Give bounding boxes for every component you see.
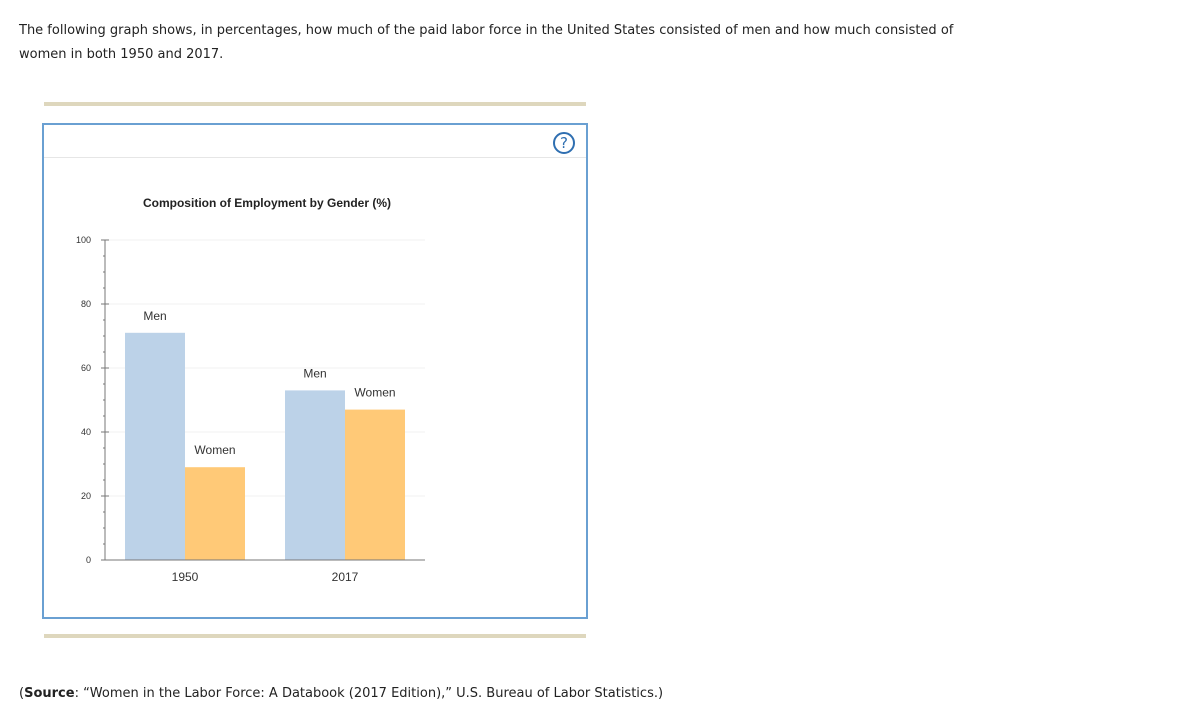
bar-label: Women bbox=[354, 386, 395, 400]
chart-title: Composition of Employment by Gender (%) bbox=[143, 196, 391, 210]
x-category-label: 1950 bbox=[172, 570, 199, 584]
bar-label: Women bbox=[194, 443, 235, 457]
bar-label: Men bbox=[143, 309, 166, 323]
bar-men-2017 bbox=[285, 390, 345, 560]
bar-men-1950 bbox=[125, 332, 185, 560]
panel-toolbar: ? bbox=[44, 125, 586, 158]
y-tick-label: 80 bbox=[81, 299, 91, 309]
bar-women-2017 bbox=[345, 409, 405, 560]
bar-label: Men bbox=[303, 366, 326, 380]
y-tick-label: 100 bbox=[76, 235, 91, 245]
y-tick-label: 20 bbox=[81, 491, 91, 501]
bottom-divider bbox=[44, 634, 586, 638]
intro-text: The following graph shows, in percentage… bbox=[19, 23, 954, 62]
help-button[interactable]: ? bbox=[553, 132, 575, 154]
bar-women-1950 bbox=[185, 467, 245, 560]
y-tick-label: 60 bbox=[81, 363, 91, 373]
x-category-label: 2017 bbox=[332, 570, 359, 584]
source-prefix: ( bbox=[19, 686, 25, 701]
source-note: (Source: “Women in the Labor Force: A Da… bbox=[19, 684, 663, 704]
graph-panel: ? Composition of Employment by Gender (%… bbox=[42, 123, 588, 619]
source-label: Source bbox=[24, 686, 75, 701]
y-tick-label: 40 bbox=[81, 427, 91, 437]
top-divider bbox=[44, 102, 586, 106]
bar-chart: Composition of Employment by Gender (%) … bbox=[76, 196, 425, 584]
y-tick-label: 0 bbox=[86, 555, 91, 565]
source-text: : “Women in the Labor Force: A Databook … bbox=[74, 686, 664, 701]
